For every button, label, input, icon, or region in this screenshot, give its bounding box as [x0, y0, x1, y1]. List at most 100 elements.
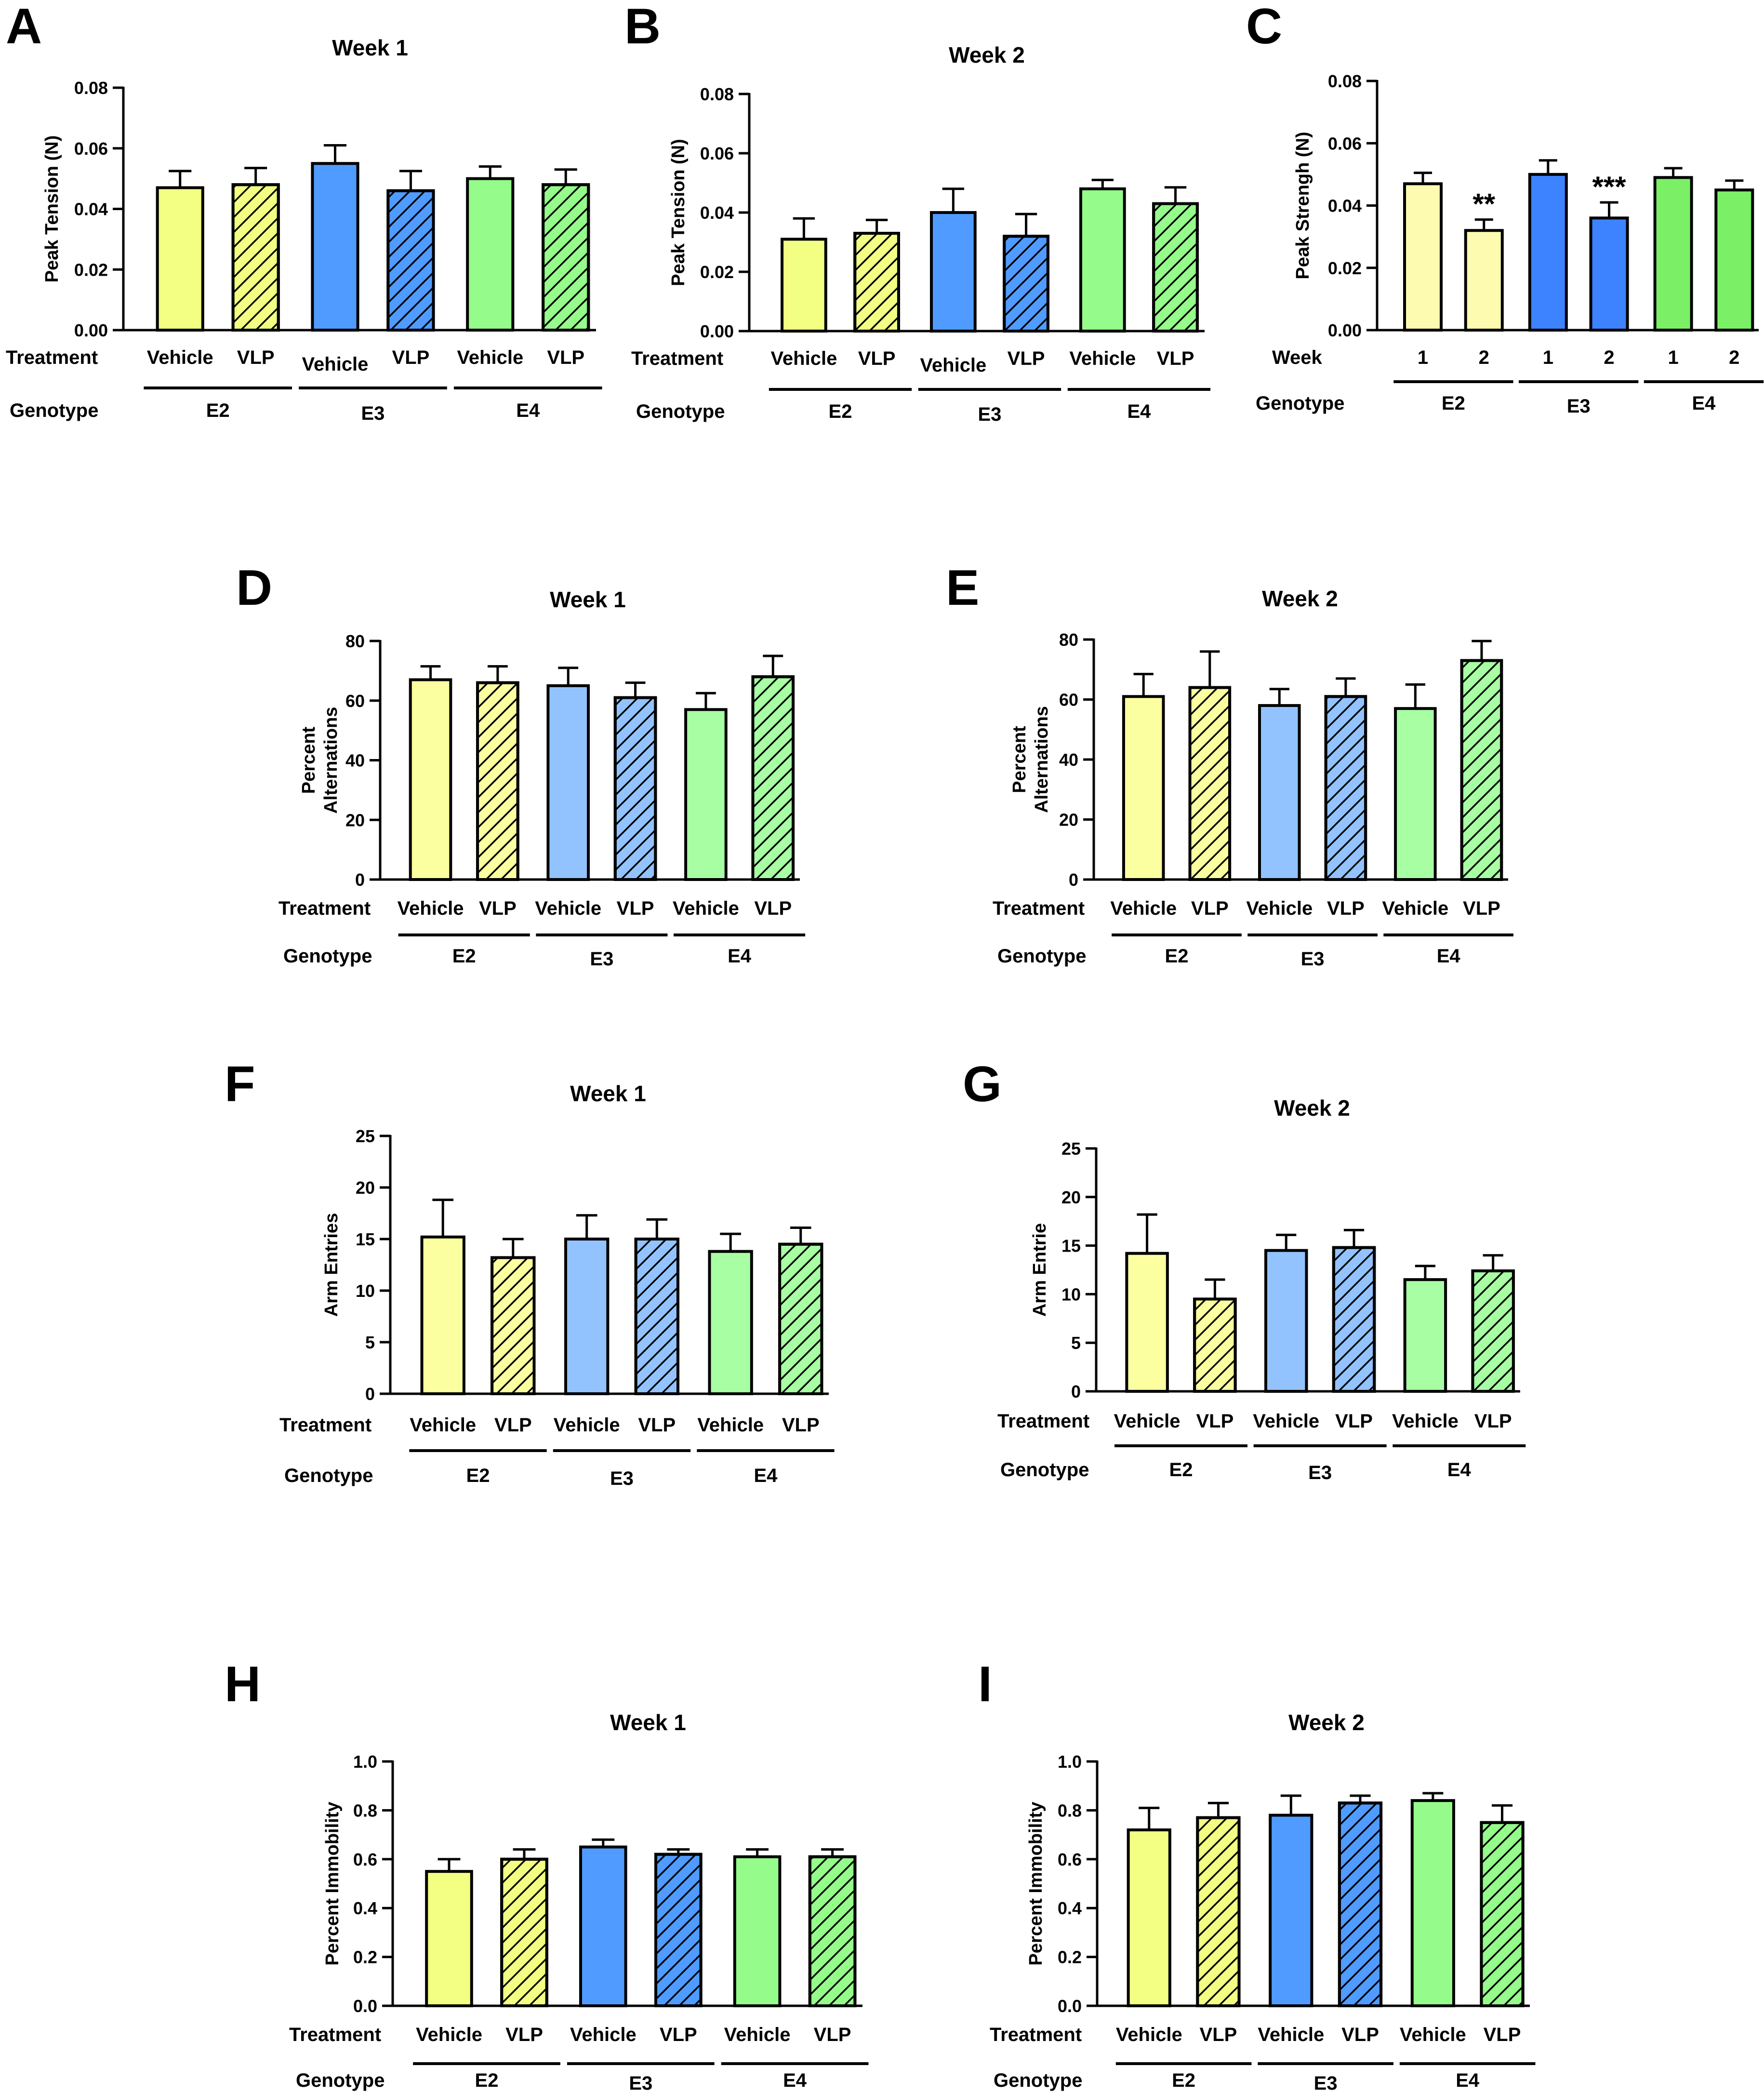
row-label-genotype: Genotype: [997, 946, 1086, 967]
panel-f: F Week 1 0 5 10 15 20 25 Arm Entries Vehicle VLP Ve…: [225, 1056, 835, 1489]
bar-category-label: VLP: [1474, 1411, 1512, 1432]
row-label-treatment: Treatment: [6, 347, 98, 368]
y-axis-label: Percent Immobility: [322, 1802, 343, 1966]
bar-category-label: Vehicle: [1116, 2024, 1182, 2045]
bar-hatch-overlay: [1196, 1816, 1241, 2008]
bar-category-label: VLP: [237, 347, 275, 368]
y-axis-label: Arm Entrie: [1030, 1223, 1050, 1317]
bar-hatch-overlay: [751, 675, 795, 881]
row-label-genotype: Genotype: [296, 2070, 385, 2091]
genotype-label: E3: [629, 2073, 652, 2094]
row-label-genotype: Genotype: [283, 946, 372, 967]
bar-e4-a: [1394, 707, 1437, 881]
row-label-treatment: Treatment: [997, 1411, 1089, 1432]
genotype-label: E2: [1169, 1459, 1193, 1480]
bar-e4-a: [1403, 1278, 1447, 1393]
genotype-label: E4: [754, 1465, 778, 1486]
y-tick-label: 10: [1061, 1284, 1081, 1304]
y-tick-label: 0.2: [1058, 1947, 1082, 1967]
genotype-label: E4: [1456, 2070, 1480, 2091]
bar-hatch-overlay: [1480, 1821, 1525, 2007]
chart-title: Week 2: [1274, 1095, 1350, 1120]
bar-hatch-overlay: [1324, 695, 1367, 881]
bar-category-label: Vehicle: [398, 898, 464, 919]
y-tick-label: 0.02: [700, 262, 734, 282]
y-tick-label: 0.04: [1328, 196, 1362, 216]
y-tick-label: 0.6: [1058, 1850, 1082, 1869]
bar-e4-b: [1714, 188, 1754, 332]
y-tick-label: 10: [356, 1281, 375, 1301]
bar-category-label: Vehicle: [1253, 1411, 1319, 1432]
panel-letter: C: [1246, 0, 1282, 54]
bar-hatch-overlay: [1003, 235, 1049, 333]
y-tick-label: 1.0: [353, 1752, 377, 1772]
panel-letter: A: [6, 0, 42, 54]
bar-hatch-overlay: [808, 1855, 857, 2007]
genotype-label: E3: [590, 948, 613, 970]
genotype-label: E4: [728, 946, 752, 967]
bar-category-label: Vehicle: [1392, 1411, 1459, 1432]
y-axis-label: Percent Immobility: [1026, 1802, 1046, 1966]
panel-letter: G: [963, 1056, 1002, 1112]
bar-hatch-overlay: [500, 1857, 548, 2008]
bar-hatch-overlay: [542, 183, 590, 332]
bar-e3-a: [579, 1845, 627, 2007]
bar-hatch-overlay: [386, 189, 435, 332]
bar-category-label: VLP: [1463, 898, 1500, 919]
bar-e2-a: [781, 238, 827, 333]
y-tick-label: 0.04: [700, 203, 734, 223]
bar-category-label: Vehicle: [724, 2024, 791, 2045]
bar-category-label: VLP: [638, 1414, 676, 1436]
bar-category-label: VLP: [1327, 898, 1365, 919]
chart-title: Week 2: [1288, 1710, 1365, 1735]
genotype-label: E2: [1172, 2070, 1195, 2091]
row-label-genotype: Genotype: [10, 400, 98, 421]
row-label-genotype: Genotype: [994, 2070, 1082, 2091]
genotype-label: E3: [1567, 396, 1591, 417]
bar-category-label: VLP: [858, 348, 896, 369]
row-label-treatment: Treatment: [993, 898, 1085, 919]
panel-b: B Week 2 0.00 0.02 0.04 0.06 0.08 Peak Tension …: [624, 0, 1211, 425]
y-tick-label: 60: [1059, 690, 1078, 710]
bar-hatch-overlay: [654, 1853, 703, 2007]
panel-h: H Week 1 0.0 0.2 0.4 0.6 0.8 1.0 Percent Immobil…: [225, 1656, 869, 2094]
y-tick-label: 40: [1059, 750, 1078, 770]
bar-category-label: 1: [1418, 347, 1428, 368]
genotype-label: E4: [1127, 401, 1151, 422]
bar-e3-a: [1258, 704, 1301, 881]
bar-category-label: 1: [1543, 347, 1553, 368]
genotype-label: E3: [361, 403, 385, 424]
row-label-genotype: Genotype: [1256, 393, 1344, 414]
y-tick-label: 5: [1071, 1333, 1081, 1353]
y-tick-label: 0.08: [700, 84, 734, 104]
row-label-treatment: Treatment: [279, 1414, 371, 1436]
genotype-label: E4: [1692, 393, 1716, 414]
y-tick-label: 20: [356, 1178, 375, 1198]
bar-category-label: VLP: [1200, 2024, 1237, 2045]
y-tick-label: 0.08: [1328, 71, 1362, 91]
y-tick-label: 0.02: [74, 260, 108, 280]
genotype-label: E2: [475, 2070, 499, 2091]
bar-category-label: VLP: [617, 898, 654, 919]
y-tick-label: 0: [355, 870, 365, 890]
bar-category-label: 1: [1668, 347, 1678, 368]
y-tick-label: 0.02: [1328, 258, 1362, 278]
bar-category-label: 2: [1479, 347, 1489, 368]
genotype-label: E3: [978, 404, 1001, 425]
significance-marker: ***: [1592, 171, 1627, 203]
y-tick-label: 0.8: [1058, 1801, 1082, 1820]
bar-category-label: Vehicle: [920, 355, 986, 376]
y-tick-label: 0.6: [353, 1850, 377, 1869]
bar-e3-a: [1528, 173, 1568, 332]
y-tick-label: 60: [345, 691, 365, 711]
bar-category-label: 2: [1729, 347, 1739, 368]
bar-category-label: Vehicle: [770, 348, 837, 369]
bar-category-label: Vehicle: [554, 1414, 620, 1436]
y-tick-label: 20: [345, 810, 365, 830]
genotype-label: E4: [516, 400, 540, 421]
panel-letter: H: [225, 1656, 261, 1712]
bar-hatch-overlay: [476, 681, 519, 881]
bar-category-label: Vehicle: [302, 354, 369, 375]
y-tick-label: 0.00: [700, 321, 734, 341]
y-tick-label: 0.06: [74, 139, 108, 159]
